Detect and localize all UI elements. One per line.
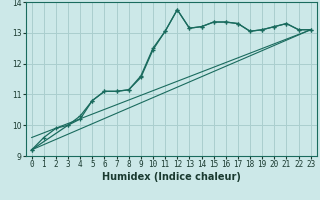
X-axis label: Humidex (Indice chaleur): Humidex (Indice chaleur) xyxy=(102,172,241,182)
